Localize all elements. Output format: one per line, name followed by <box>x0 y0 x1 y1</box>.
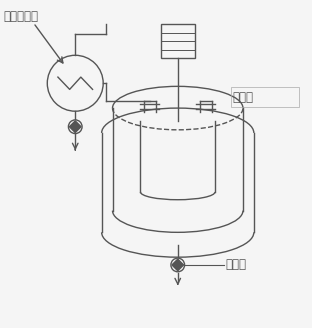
Bar <box>231 87 299 108</box>
Polygon shape <box>178 259 183 271</box>
Polygon shape <box>70 121 75 133</box>
Polygon shape <box>75 121 81 133</box>
Polygon shape <box>172 259 178 271</box>
Text: 加料口: 加料口 <box>232 91 253 104</box>
Bar <box>161 24 195 58</box>
Text: 出料口: 出料口 <box>226 258 247 272</box>
Text: 回流冷却器: 回流冷却器 <box>4 10 39 23</box>
